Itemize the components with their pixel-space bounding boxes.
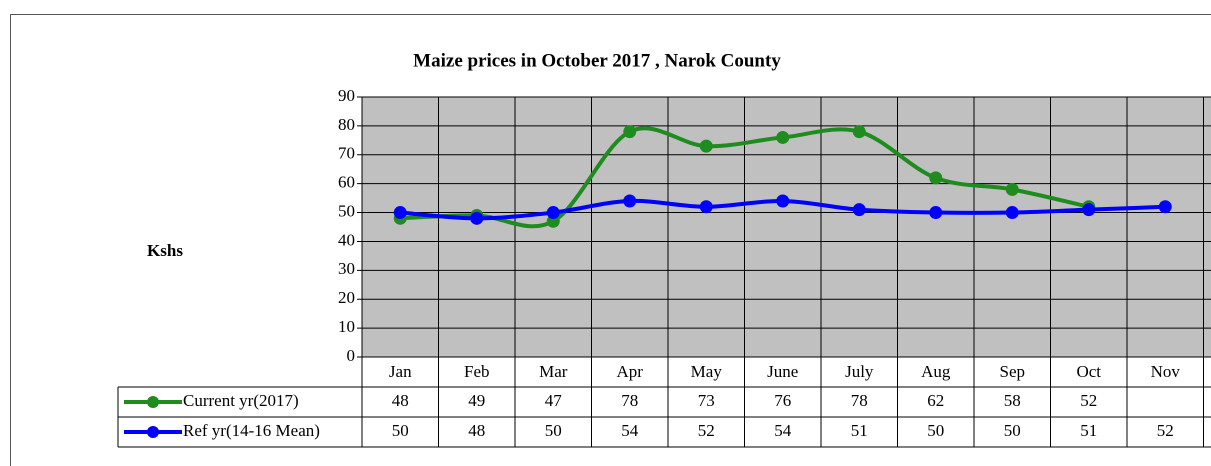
data-point	[852, 125, 866, 139]
x-tick-label: Mar	[539, 362, 568, 381]
table-value: 50	[927, 421, 944, 440]
data-point	[393, 206, 407, 220]
y-tick-label: 20	[338, 288, 355, 307]
data-point	[699, 139, 713, 153]
table-value: 51	[851, 421, 868, 440]
table-value: 51	[1080, 421, 1097, 440]
legend-label: Ref yr(14-16 Mean)	[183, 421, 320, 440]
series-line	[400, 126, 1090, 229]
legend-label: Current yr(2017)	[183, 391, 299, 410]
table-value: 58	[1004, 391, 1021, 410]
data-point	[929, 171, 943, 185]
table-value: 50	[545, 421, 562, 440]
table-value: 50	[392, 421, 409, 440]
x-tick-label: Nov	[1151, 362, 1181, 381]
data-point	[1158, 200, 1172, 214]
data-point	[776, 130, 790, 144]
y-tick-label: 80	[338, 115, 355, 134]
data-point	[1005, 182, 1019, 196]
table-value: 48	[468, 421, 485, 440]
data-point	[776, 194, 790, 208]
table-value: 78	[851, 391, 868, 410]
data-point	[1082, 203, 1096, 217]
table-value: 76	[774, 391, 791, 410]
data-point	[1005, 206, 1019, 220]
table-value: 47	[545, 391, 563, 410]
data-point	[852, 203, 866, 217]
table-value: 62	[927, 391, 944, 410]
table-value: 49	[468, 391, 485, 410]
data-point	[546, 206, 560, 220]
data-point	[623, 125, 637, 139]
table-value: 50	[1004, 421, 1021, 440]
y-tick-label: 90	[338, 86, 355, 105]
x-tick-label: July	[845, 362, 874, 381]
table-value: 48	[392, 391, 409, 410]
table-value: 73	[698, 391, 715, 410]
y-tick-label: 40	[338, 230, 355, 249]
y-tick-label: 70	[338, 144, 355, 163]
data-point	[470, 211, 484, 225]
table-value: 52	[1080, 391, 1097, 410]
x-tick-label: Aug	[921, 362, 951, 381]
data-point	[623, 194, 637, 208]
data-point	[699, 200, 713, 214]
table-value: 54	[621, 421, 639, 440]
y-tick-label: 0	[347, 346, 356, 365]
chart-title: Maize prices in October 2017 , Narok Cou…	[413, 50, 781, 71]
x-tick-label: Apr	[617, 362, 644, 381]
x-tick-label: Sep	[1000, 362, 1026, 381]
x-tick-label: May	[691, 362, 723, 381]
x-tick-label: Oct	[1076, 362, 1101, 381]
table-value: 52	[1157, 421, 1174, 440]
y-tick-label: 30	[338, 259, 355, 278]
table-value: 54	[774, 421, 792, 440]
legend-marker	[147, 396, 159, 408]
y-tick-label: 10	[338, 317, 355, 336]
y-axis-label: Kshs	[147, 241, 183, 260]
y-tick-label: 60	[338, 173, 355, 192]
x-tick-label: Feb	[464, 362, 490, 381]
x-tick-label: Jan	[389, 362, 412, 381]
data-point	[929, 206, 943, 220]
y-tick-label: 50	[338, 201, 355, 220]
table-value: 52	[698, 421, 715, 440]
table-value: 78	[621, 391, 638, 410]
legend-marker	[147, 426, 159, 438]
x-tick-label: June	[767, 362, 798, 381]
